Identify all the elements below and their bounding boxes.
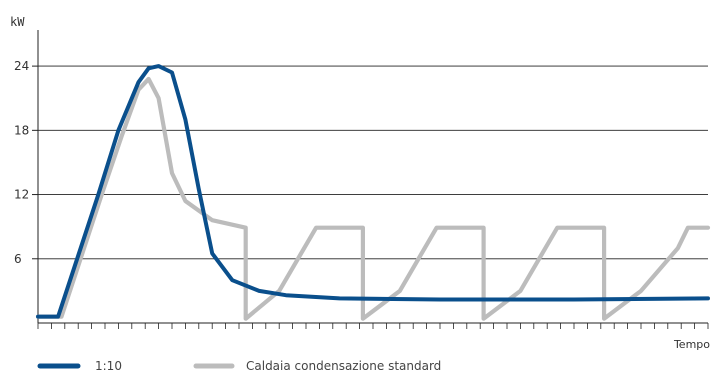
y-tick-labels: 6 12 18 24 xyxy=(14,59,29,266)
x-axis-label: Tempo xyxy=(673,338,710,351)
y-tick-label-18: 18 xyxy=(14,123,29,137)
y-tick-label-24: 24 xyxy=(14,59,29,73)
legend: 1:10 Caldaia condensazione standard xyxy=(37,359,441,373)
y-tick-label-12: 12 xyxy=(14,188,29,202)
legend-label-1-10: 1:10 xyxy=(95,359,122,372)
series-line-0 xyxy=(36,64,710,319)
y-tick-label-6: 6 xyxy=(14,252,22,266)
series-lines xyxy=(35,64,711,321)
axes xyxy=(37,30,709,329)
series-line-1 xyxy=(35,76,711,321)
legend-label-caldaia: Caldaia condensazione standard xyxy=(246,359,441,372)
y-axis-label: kW xyxy=(10,15,25,29)
